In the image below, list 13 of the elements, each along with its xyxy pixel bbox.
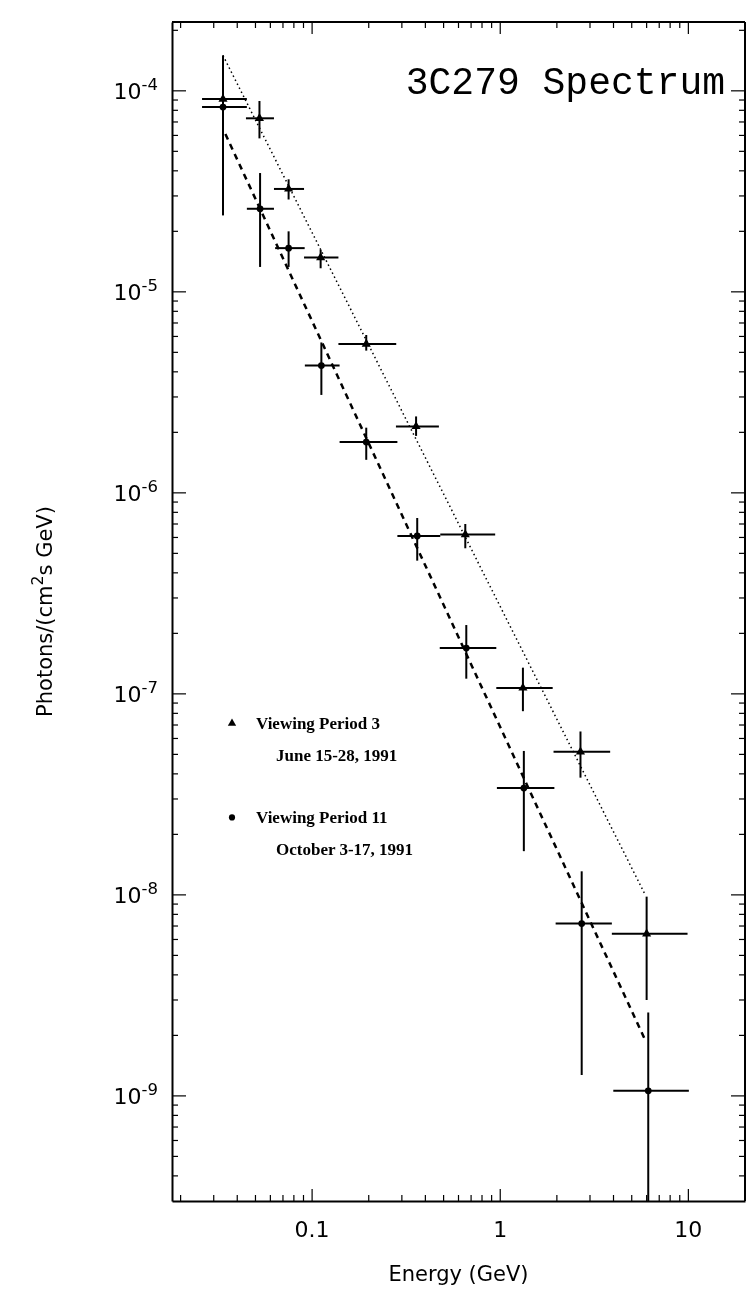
x-tick-label: 1 [493,1217,508,1242]
y-tick-label: 10$^{-6}$ [113,476,158,506]
y-tick-label: 10$^{-5}$ [113,275,158,305]
legend-label: Viewing Period 3 June 15-28, 1991 [256,714,398,766]
x-axis-title: Energy (GeV) [388,1262,529,1286]
legend-label: Viewing Period 11 October 3-17, 1991 [256,808,414,860]
text: 3C279 Spectrum [405,62,725,105]
y-tick-label: 10$^{-7}$ [113,677,158,707]
x-tick-label: 0.1 [294,1217,330,1242]
x-tick-label: 10 [674,1217,703,1242]
y-tick-label: 10$^{-8}$ [113,878,158,908]
y-tick-label: 10$^{-4}$ [113,74,158,104]
y-tick-label: 10$^{-9}$ [113,1079,158,1109]
